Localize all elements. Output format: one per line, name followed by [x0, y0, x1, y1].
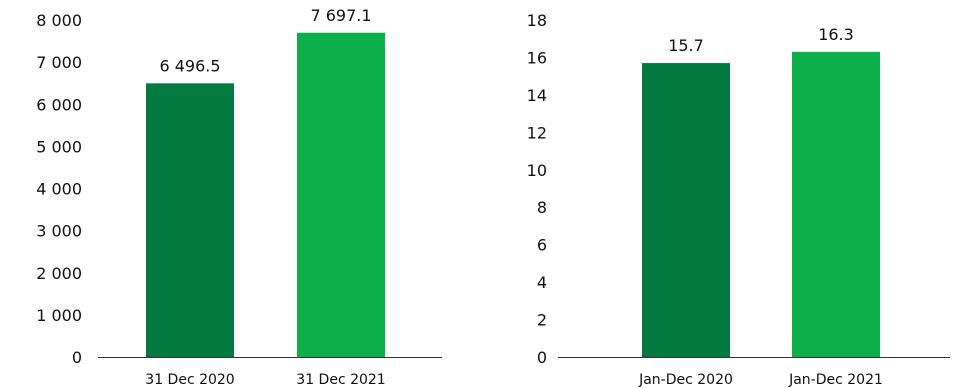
- y-tick-label: 0: [537, 348, 547, 367]
- x-category-label: Jan-Dec 2020: [638, 372, 733, 388]
- y-tick-label: 1 000: [36, 306, 82, 325]
- y-tick-label: 16: [527, 48, 547, 67]
- chart-right-annual: 0 2 4 6 8 10 12 14 16 18 15.7 Jan-Dec 2020 16.3 Jan-D…: [527, 11, 950, 388]
- y-tick-label: 2: [537, 311, 547, 330]
- x-category-label: Jan-Dec 2021: [788, 372, 883, 388]
- data-label: 6 496.5: [159, 56, 220, 75]
- y-tick-label: 6: [537, 236, 547, 255]
- bar: [642, 63, 730, 357]
- y-tick-label: 8 000: [36, 11, 82, 30]
- bar: [146, 83, 234, 357]
- y-tick-label: 4 000: [36, 180, 82, 199]
- y-tick-label: 10: [527, 161, 547, 180]
- y-tick-label: 5 000: [36, 137, 82, 156]
- chart-left-total: 0 1 000 2 000 3 000 4 000 5 000 6 000 7 000 8 00…: [36, 6, 442, 388]
- x-category-label: 31 Dec 2020: [145, 372, 234, 388]
- y-tick-label: 0: [72, 348, 82, 367]
- bar: [792, 52, 880, 357]
- y-tick-label: 12: [527, 123, 547, 142]
- data-label: 7 697.1: [310, 6, 371, 25]
- bar: [297, 33, 385, 357]
- y-tick-label: 14: [527, 86, 547, 105]
- y-tick-label: 3 000: [36, 222, 82, 241]
- y-tick-label: 4: [537, 273, 547, 292]
- y-tick-label: 6 000: [36, 95, 82, 114]
- y-tick-label: 7 000: [36, 53, 82, 72]
- y-tick-label: 8: [537, 198, 547, 217]
- data-label: 15.7: [668, 36, 704, 55]
- x-category-label: 31 Dec 2021: [296, 372, 385, 388]
- y-tick-label: 2 000: [36, 264, 82, 283]
- y-tick-label: 18: [527, 11, 547, 30]
- data-label: 16.3: [818, 25, 854, 44]
